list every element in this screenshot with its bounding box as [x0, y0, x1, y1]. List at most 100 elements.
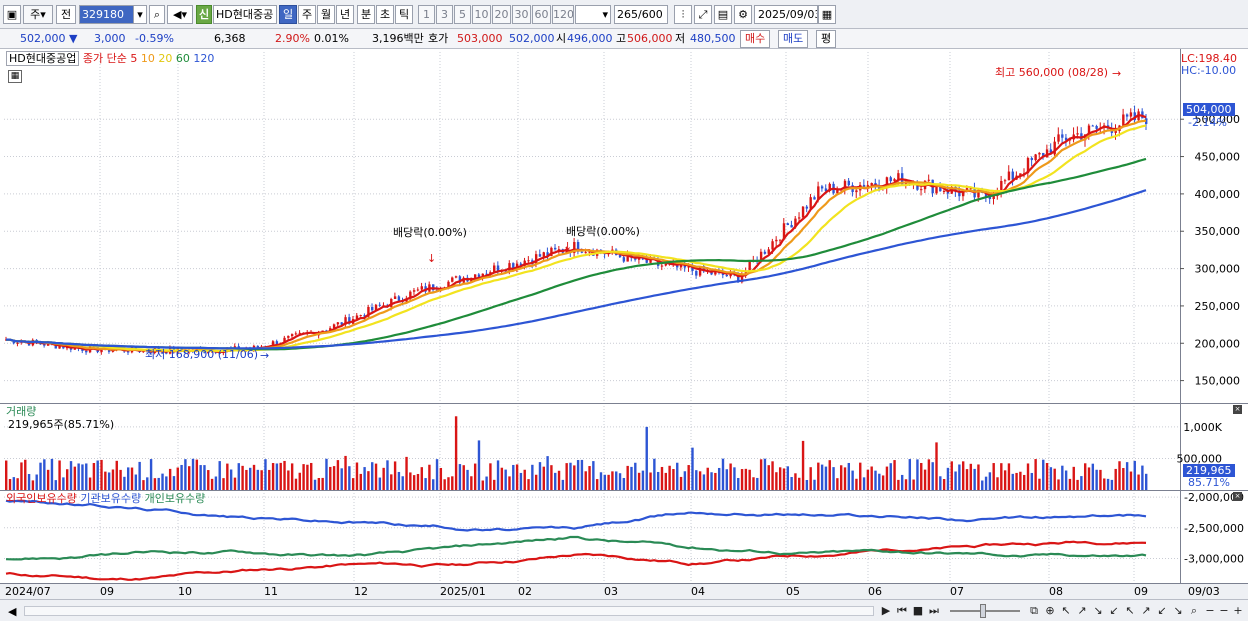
candle-body: [1038, 153, 1040, 154]
volume-bar: [966, 469, 968, 490]
volume-bar: [363, 467, 365, 490]
volume-bar: [512, 465, 514, 490]
volume-bar: [241, 466, 243, 490]
crosshair-icon[interactable]: ⊕: [1042, 603, 1058, 619]
volume-bar: [1000, 463, 1002, 490]
scroll-left-arrow[interactable]: ◀: [8, 605, 16, 618]
volume-bar: [1114, 469, 1116, 490]
volume-bar: [668, 466, 670, 490]
candle-body: [726, 275, 728, 276]
institution-holdings-label[interactable]: 기관보유수량: [80, 492, 141, 505]
candle-body: [585, 252, 587, 253]
volume-bar: [184, 459, 186, 490]
volume-bar: [1023, 475, 1025, 490]
volume-bar: [405, 457, 407, 490]
draw-line-icon[interactable]: ↘: [1170, 603, 1186, 619]
volume-bar: [855, 479, 857, 490]
date-label: 04: [691, 585, 705, 598]
foreign-holdings-label[interactable]: 외국인보유수량: [6, 492, 77, 505]
candle-body: [1092, 126, 1094, 127]
volume-bar: [341, 468, 343, 490]
panel-divider-holdings[interactable]: [0, 490, 1248, 491]
draw-line-icon[interactable]: ↙: [1154, 603, 1170, 619]
candle-body: [295, 333, 297, 334]
draw-line-icon[interactable]: ↗: [1138, 603, 1154, 619]
candle-body: [554, 248, 556, 249]
volume-bar: [642, 471, 644, 490]
indicator-label[interactable]: 종가 단순: [83, 52, 127, 65]
draw-line-icon[interactable]: ↖: [1122, 603, 1138, 619]
candle-body: [806, 207, 808, 209]
volume-bar: [867, 470, 869, 490]
candle-body: [787, 223, 789, 225]
rewind-icon[interactable]: ⏮: [894, 603, 910, 619]
volume-bar: [318, 478, 320, 490]
candle-body: [16, 343, 18, 344]
zoom-icon[interactable]: ⌕: [1186, 603, 1202, 619]
price-legend: HD현대중공업 종가 단순 5 10 20 60 120: [6, 52, 214, 66]
volume-bar: [188, 466, 190, 490]
volume-bar: [192, 459, 194, 490]
volume-bar: [848, 463, 850, 490]
scroll-right-icon[interactable]: ▶: [878, 603, 894, 619]
date-label: 08: [1049, 585, 1063, 598]
y-tick-label: 300,000: [1195, 263, 1241, 276]
date-label: 2024/07: [5, 585, 51, 598]
volume-bar: [352, 478, 354, 490]
volume-bar: [924, 470, 926, 490]
zoom-slider-thumb[interactable]: [980, 604, 986, 618]
draw-line-icon[interactable]: ↙: [1106, 603, 1122, 619]
candle-body: [581, 252, 583, 253]
volume-bar: [1038, 479, 1040, 490]
table-icon[interactable]: ▦: [8, 70, 22, 83]
volume-bar: [230, 470, 232, 490]
draw-line-icon[interactable]: ↘: [1090, 603, 1106, 619]
volume-bar: [497, 460, 499, 490]
candle-body: [764, 252, 766, 254]
volume-bar: [550, 465, 552, 490]
volume-bar: [466, 470, 468, 490]
volume-bar: [931, 462, 933, 490]
volume-bar: [649, 472, 651, 490]
candle-body: [775, 240, 777, 241]
candle-body: [661, 266, 663, 267]
volume-bar: [333, 466, 335, 490]
zoom-in-icon[interactable]: +: [1230, 603, 1246, 619]
chart-scroll-controls: ◀ ▶ ⏮ ■ ⏭ ⧉ ⊕ ↖ ↗ ↘ ↙ ↖ ↗ ↙ ↘ ⌕ − − +: [0, 599, 1248, 621]
volume-bar: [291, 463, 293, 490]
volume-bar: [703, 474, 705, 490]
volume-bar: [226, 464, 228, 490]
volume-bar: [1095, 470, 1097, 490]
volume-bar: [1130, 472, 1132, 490]
volume-bar: [478, 440, 480, 490]
individual-holdings-label[interactable]: 개인보유수량: [145, 492, 206, 505]
panel-divider-volume[interactable]: [0, 403, 1248, 404]
stop-icon[interactable]: ■: [910, 603, 926, 619]
volume-bar: [859, 463, 861, 490]
volume-bar: [634, 463, 636, 490]
date-label: 06: [868, 585, 882, 598]
zoom-slider[interactable]: [950, 604, 1020, 618]
hc-label: HC:-10.00: [1181, 64, 1236, 77]
draw-line-icon[interactable]: ↗: [1074, 603, 1090, 619]
volume-bar: [909, 459, 911, 490]
fast-forward-icon[interactable]: ⏭: [926, 603, 942, 619]
pointer-icon[interactable]: ↖: [1058, 603, 1074, 619]
volume-bar: [310, 463, 312, 490]
compare-icon[interactable]: ⧉: [1026, 603, 1042, 619]
volume-bar: [748, 470, 750, 490]
volume-bar: [43, 459, 45, 490]
scroll-track[interactable]: [24, 606, 874, 616]
volume-bar: [729, 463, 731, 490]
volume-bar: [573, 465, 575, 490]
volume-bar: [691, 448, 693, 490]
close-icon[interactable]: ×: [1233, 492, 1242, 501]
volume-bar: [154, 478, 156, 490]
volume-bar: [718, 468, 720, 490]
volume-bar: [36, 475, 38, 490]
stock-label[interactable]: HD현대중공업: [6, 51, 79, 66]
volume-title[interactable]: 거래량: [6, 405, 36, 418]
close-icon[interactable]: ×: [1233, 405, 1242, 414]
candle-body: [287, 336, 289, 338]
